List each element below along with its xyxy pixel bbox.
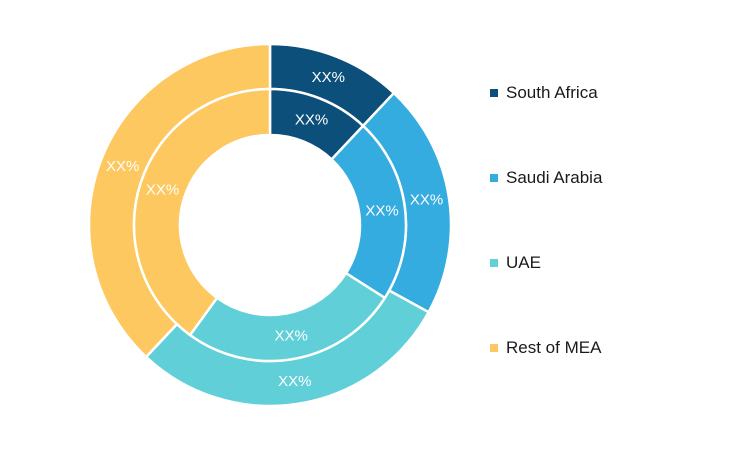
legend-item-saudi-arabia: Saudi Arabia — [490, 167, 602, 189]
donut-chart: XX% XX% XX% XX% XX% XX% XX% XX% — [87, 42, 453, 408]
inner-label-rest-of-mea: XX% — [146, 182, 179, 199]
inner-label-saudi-arabia: XX% — [365, 202, 398, 219]
legend-label: South Africa — [506, 83, 598, 102]
legend-swatch — [490, 89, 498, 97]
inner-label-south-africa: XX% — [295, 111, 328, 128]
legend-label: UAE — [506, 253, 541, 272]
legend-swatch — [490, 259, 498, 267]
legend-label: Rest of MEA — [506, 338, 602, 357]
outer-label-south-africa: XX% — [312, 69, 345, 86]
legend-swatch — [490, 344, 498, 352]
legend-item-rest-of-mea: Rest of MEA — [490, 337, 601, 359]
outer-label-saudi-arabia: XX% — [410, 192, 443, 209]
inner-slice-rest-of-mea — [132, 87, 272, 337]
legend-swatch — [490, 174, 498, 182]
outer-label-rest-of-mea: XX% — [106, 158, 139, 175]
inner-label-uae: XX% — [274, 327, 307, 344]
legend-label: Saudi Arabia — [506, 168, 603, 187]
legend-item-uae: UAE — [490, 252, 541, 274]
legend-item-south-africa: South Africa — [490, 82, 598, 104]
outer-label-uae: XX% — [278, 373, 311, 390]
